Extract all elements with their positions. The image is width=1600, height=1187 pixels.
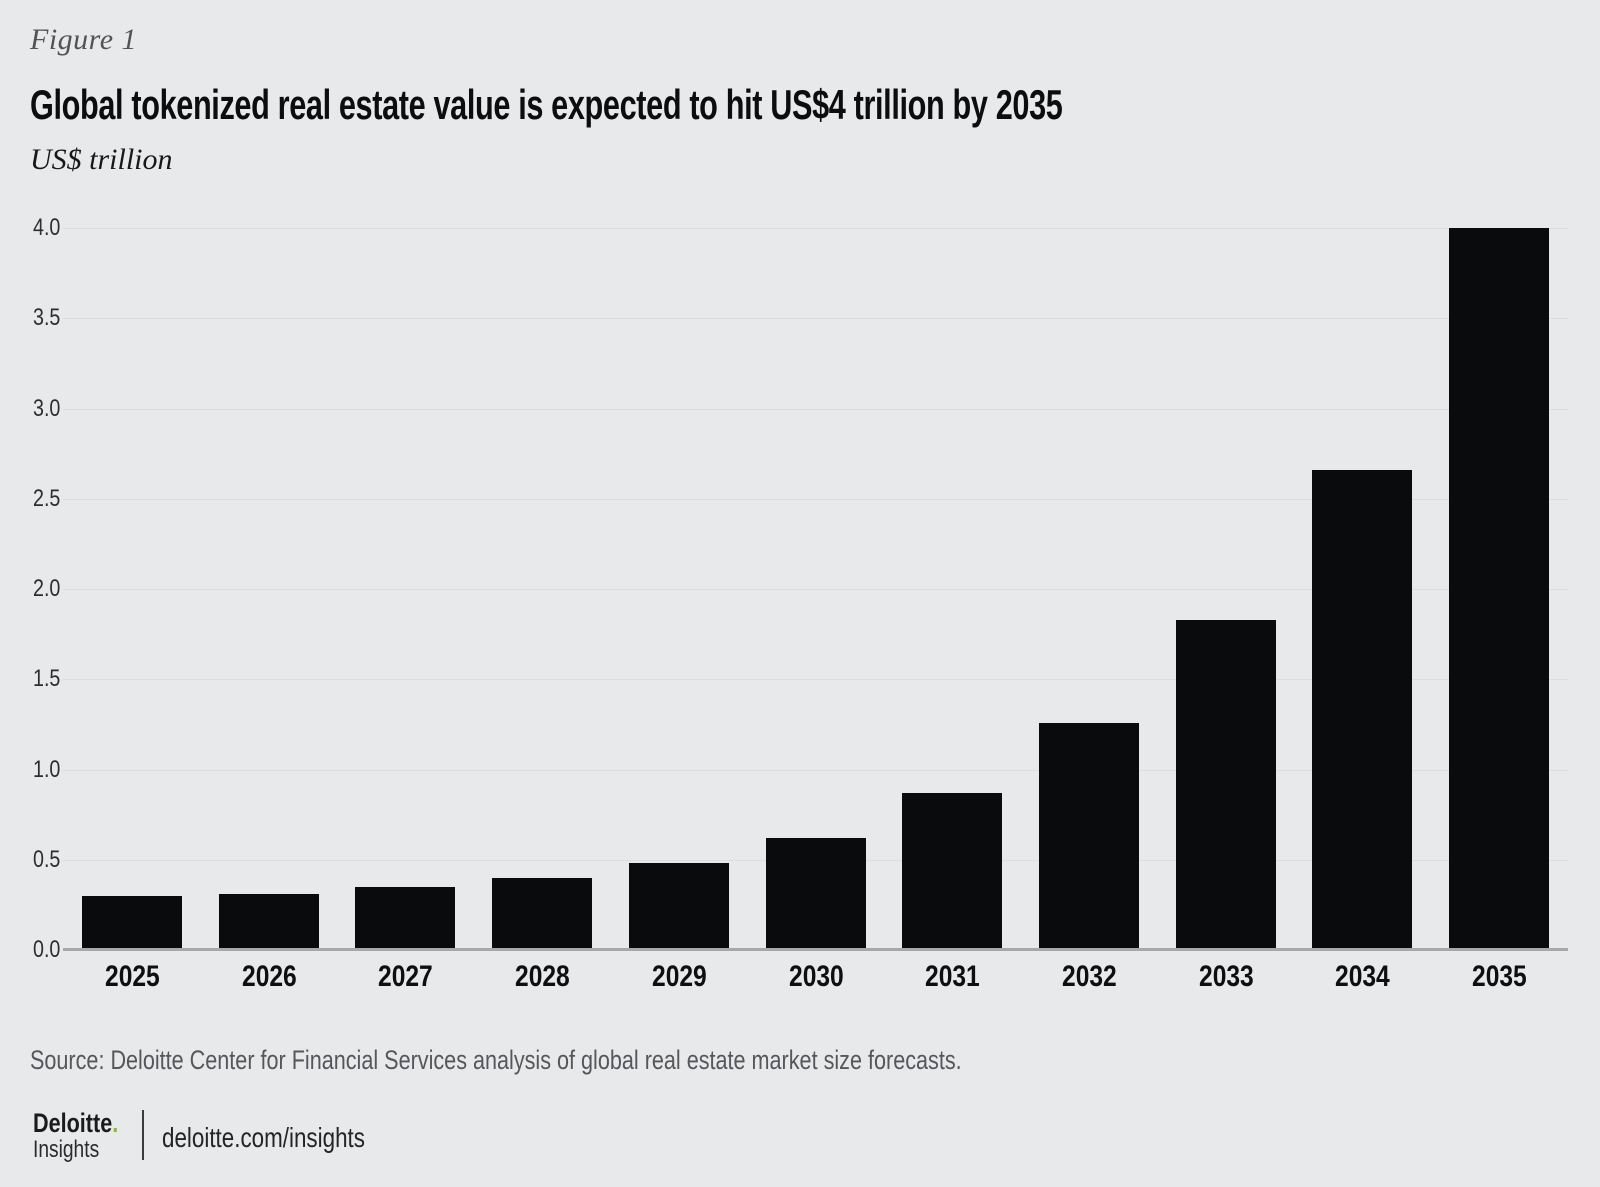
bar-2025 [82, 896, 182, 950]
bar-2028 [492, 878, 592, 950]
y-tick-label: 4.0 [32, 214, 60, 241]
x-tick-label: 2032 [1061, 960, 1117, 993]
x-tick-label: 2027 [377, 960, 433, 993]
gridline [63, 409, 1568, 410]
source-note-text: Source: Deloitte Center for Financial Se… [30, 1045, 962, 1075]
x-tick-label: 2025 [104, 960, 160, 993]
x-tick-label: 2035 [1471, 960, 1527, 993]
y-tick-label: 2.0 [32, 575, 60, 602]
x-tick-label: 2031 [924, 960, 980, 993]
y-tick-label: 0.0 [32, 936, 60, 963]
gridline [63, 228, 1568, 229]
y-tick-label: 3.0 [32, 395, 60, 422]
y-tick-label: 2.5 [32, 485, 60, 512]
deloitte-green-dot-icon: . [112, 1108, 119, 1138]
bar-2035 [1449, 228, 1549, 950]
bar-2031 [902, 793, 1002, 950]
gridline [63, 589, 1568, 590]
x-tick-label: 2029 [651, 960, 707, 993]
x-tick-label: 2033 [1198, 960, 1254, 993]
figure-title: Global tokenized real estate value is ex… [30, 80, 1444, 130]
bar-2032 [1039, 723, 1139, 950]
deloitte-logo-subtext: Insights [33, 1136, 100, 1163]
x-tick-label: 2030 [788, 960, 844, 993]
bar-2033 [1176, 620, 1276, 950]
y-tick-label: 1.0 [32, 756, 60, 783]
y-axis-unit-label: US$ trillion [30, 143, 173, 176]
footer-url: deloitte.com/insights [162, 1122, 365, 1153]
bar-2034 [1312, 470, 1412, 950]
y-tick-label: 0.5 [32, 846, 60, 873]
gridline [63, 499, 1568, 500]
figure-label: Figure 1 [30, 23, 138, 56]
footer-divider [142, 1110, 144, 1160]
x-axis-baseline [63, 948, 1568, 951]
y-tick-label: 1.5 [32, 665, 60, 692]
x-tick-label: 2034 [1334, 960, 1390, 993]
gridline [63, 770, 1568, 771]
deloitte-logo: Deloitte. [33, 1110, 140, 1137]
x-tick-label: 2026 [241, 960, 297, 993]
bar-2026 [219, 894, 319, 950]
source-note: Source: Deloitte Center for Financial Se… [30, 1045, 1195, 1076]
bar-2030 [766, 838, 866, 950]
gridline [63, 318, 1568, 319]
x-tick-label: 2028 [514, 960, 570, 993]
y-tick-label: 3.5 [32, 304, 60, 331]
bar-2027 [355, 887, 455, 950]
gridline [63, 679, 1568, 680]
figure-title-text: Global tokenized real estate value is ex… [30, 81, 1063, 128]
deloitte-logo-text: Deloitte [33, 1108, 113, 1138]
bar-2029 [629, 863, 729, 950]
